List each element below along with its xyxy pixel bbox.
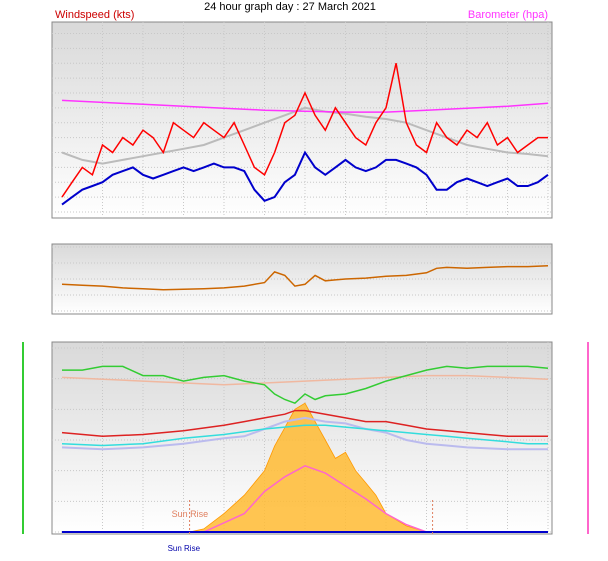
sunrise-axis-label: Sun Rise xyxy=(168,544,201,553)
uv-line xyxy=(62,464,548,533)
feels-line xyxy=(61,416,548,451)
humidity-line xyxy=(62,365,549,405)
direction-grid xyxy=(52,246,552,312)
gust-line xyxy=(61,63,548,198)
barometer-line xyxy=(61,99,549,113)
baro-trend-line xyxy=(61,106,549,165)
chart-title: 24 hour graph day : 27 March 2021 xyxy=(204,1,376,13)
climate-series xyxy=(61,365,549,534)
wind-panel xyxy=(51,21,553,219)
baro-axis-label: Barometer (hpa) xyxy=(468,9,548,21)
temperature-line xyxy=(61,409,548,438)
avg-wind-line xyxy=(61,150,549,206)
wind-axis-label: Windspeed (kts) xyxy=(55,9,134,21)
wind-series xyxy=(61,63,549,206)
sunrise-label: Sun Rise xyxy=(172,509,209,519)
direction-line xyxy=(61,264,549,291)
wind-grid xyxy=(52,22,552,218)
indoor-line xyxy=(61,374,549,386)
direction-series xyxy=(61,264,549,291)
dewpoint-line xyxy=(61,424,548,447)
